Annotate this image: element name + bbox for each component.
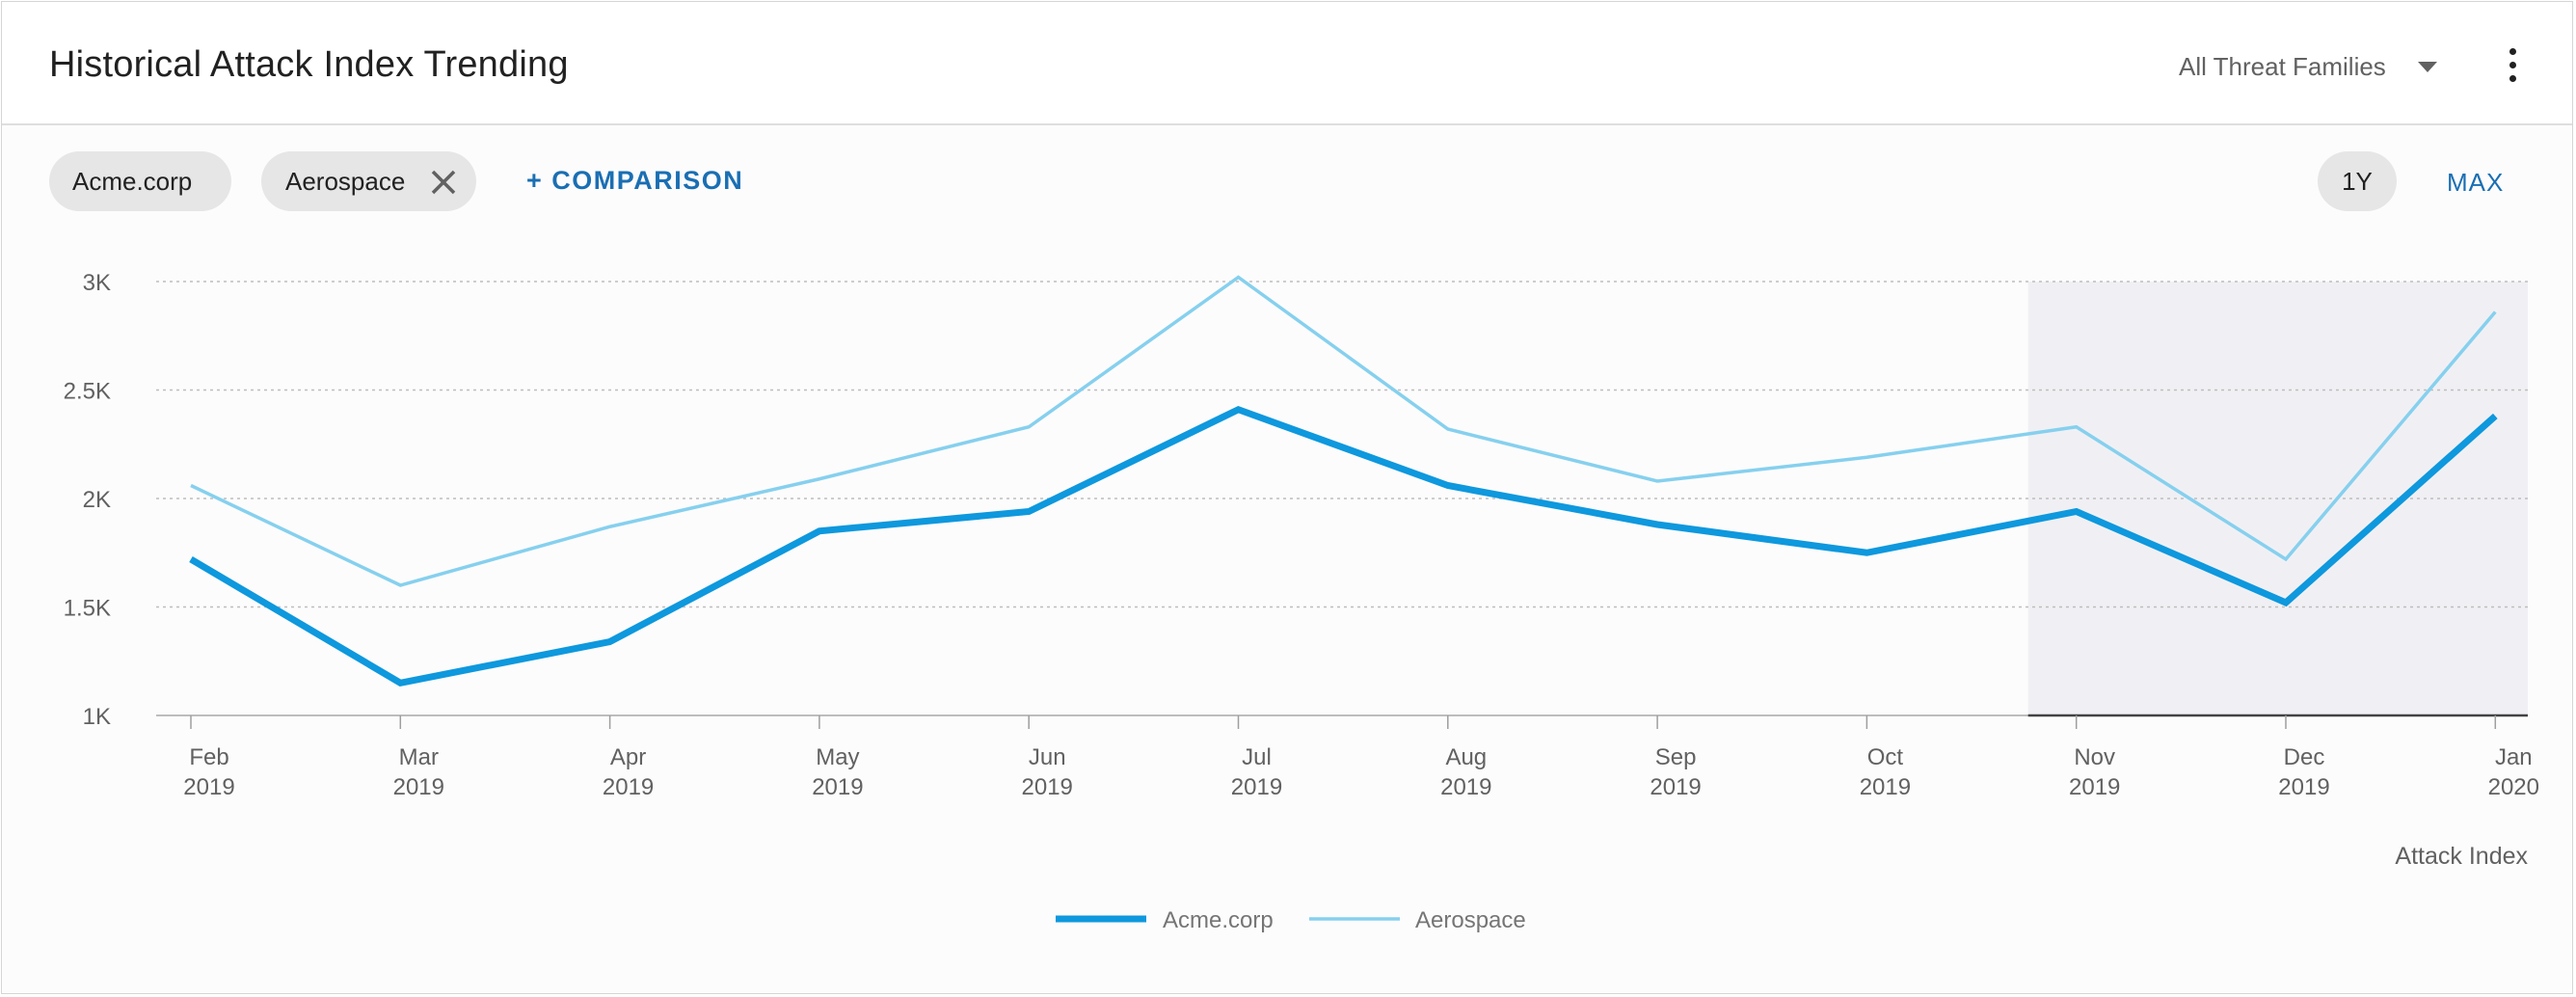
range-1y-button[interactable]: 1Y — [2318, 151, 2397, 211]
x-tick-label-year: 2020 — [2488, 774, 2539, 800]
chip-acme[interactable]: Acme.corp — [49, 151, 231, 211]
card-header: Historical Attack Index Trending All Thr… — [2, 2, 2572, 125]
x-tick-label-month: Mar — [399, 744, 439, 770]
x-tick-label-month: Dec — [2284, 744, 2325, 770]
x-tick-label-year: 2019 — [1022, 774, 1073, 800]
y-tick-label: 2K — [83, 487, 111, 513]
x-tick-label-year: 2019 — [1650, 774, 1701, 800]
x-tick-label-month: Oct — [1867, 744, 1904, 770]
x-tick-label-year: 2019 — [393, 774, 444, 800]
x-tick-label-month: Jan — [2495, 744, 2533, 770]
x-tick-label-month: Sep — [1655, 744, 1697, 770]
x-tick-label-year: 2019 — [2069, 774, 2120, 800]
x-tick-label-year: 2019 — [603, 774, 654, 800]
x-tick-label-month: Jun — [1029, 744, 1066, 770]
chip-aerospace[interactable]: Aerospace — [261, 151, 476, 211]
x-tick-label-year: 2019 — [1860, 774, 1911, 800]
series-line-acme-corp — [189, 405, 2498, 687]
series-line-aerospace — [190, 275, 2497, 587]
x-tick-label-year: 2019 — [183, 774, 234, 800]
close-icon[interactable] — [429, 168, 458, 197]
x-tick-label-month: Aug — [1445, 744, 1487, 770]
y-tick-label: 1K — [83, 704, 111, 730]
chip-acme-label: Acme.corp — [72, 167, 193, 196]
x-tick-label-month: Jul — [1242, 744, 1272, 770]
x-tick-label-month: Nov — [2074, 744, 2115, 770]
chip-aerospace-label: Aerospace — [285, 167, 406, 196]
legend-label: Acme.corp — [1163, 907, 1274, 933]
x-tick-label-month: May — [816, 744, 859, 770]
x-tick-label-month: Feb — [189, 744, 228, 770]
page-title: Historical Attack Index Trending — [49, 44, 569, 85]
legend-label: Aerospace — [1415, 907, 1526, 933]
threat-family-select[interactable]: All Threat Families — [2179, 52, 2386, 81]
x-tick-label-year: 2019 — [1440, 774, 1491, 800]
y-tick-label: 1.5K — [64, 596, 111, 622]
x-tick-label-month: Apr — [610, 744, 646, 770]
x-tick-label-year: 2019 — [1231, 774, 1282, 800]
x-tick-label-year: 2019 — [812, 774, 863, 800]
range-max-button[interactable]: MAX — [2447, 168, 2505, 197]
y-tick-label: 3K — [83, 270, 111, 296]
chevron-down-icon[interactable] — [2418, 62, 2437, 72]
axis-title: Attack Index — [2395, 843, 2528, 870]
more-options-icon[interactable] — [2505, 48, 2522, 83]
x-tick-label-year: 2019 — [2278, 774, 2329, 800]
add-comparison-button[interactable]: + COMPARISON — [526, 166, 744, 195]
y-tick-label: 2.5K — [64, 379, 111, 405]
